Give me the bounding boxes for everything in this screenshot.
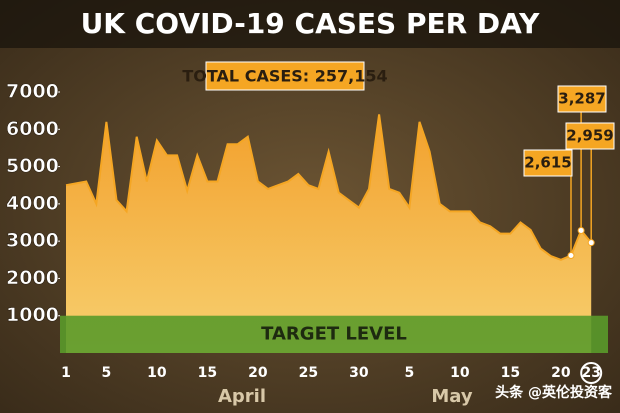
y-tick-label: 1000 (6, 304, 59, 326)
value-label: 2,959 (566, 127, 613, 145)
x-tick-label: 20 (551, 365, 571, 381)
x-tick-label: 15 (198, 365, 217, 381)
title-band (0, 0, 620, 48)
area (66, 114, 592, 353)
x-tick-label: 10 (450, 365, 470, 381)
month-label: April (218, 386, 266, 407)
chart-title: UK COVID-19 CASES PER DAY (81, 7, 541, 40)
value-label: 3,287 (558, 90, 605, 108)
y-tick-label: 2000 (6, 267, 59, 289)
annotation: TOTAL CASES: 257,154 (182, 67, 387, 86)
month-label: May (431, 386, 473, 407)
x-tick-label: 5 (102, 365, 112, 381)
y-tick-label: 6000 (6, 118, 59, 140)
x-tick-label: 25 (299, 365, 318, 381)
x-tick-label: 10 (147, 365, 167, 381)
data-point (567, 251, 575, 259)
highlight-ring (580, 362, 603, 384)
data-point (587, 239, 595, 247)
value-label: 2,615 (524, 154, 571, 172)
y-tick-label: 3000 (6, 230, 59, 252)
x-tick-label: 5 (405, 365, 415, 381)
x-tick-label: 20 (248, 365, 268, 381)
watermark: 头条 @英伦投资客 (495, 384, 613, 401)
target-label: TARGET LEVEL (261, 323, 407, 344)
annotation-box (205, 61, 365, 91)
data-point (577, 226, 585, 234)
target-band (60, 315, 608, 353)
y-tick-label: 5000 (6, 155, 59, 177)
x-tick-label: 1 (61, 365, 71, 381)
value-label-box (557, 85, 607, 113)
x-tick-label: 30 (349, 365, 369, 381)
value-label-box (565, 122, 615, 150)
value-label-box (523, 149, 573, 177)
x-tick-label: 15 (501, 365, 520, 381)
y-tick-label: 4000 (6, 192, 59, 214)
area-line (65, 114, 592, 261)
x-tick-label: 23 (581, 365, 600, 381)
y-tick-label: 7000 (6, 81, 59, 103)
